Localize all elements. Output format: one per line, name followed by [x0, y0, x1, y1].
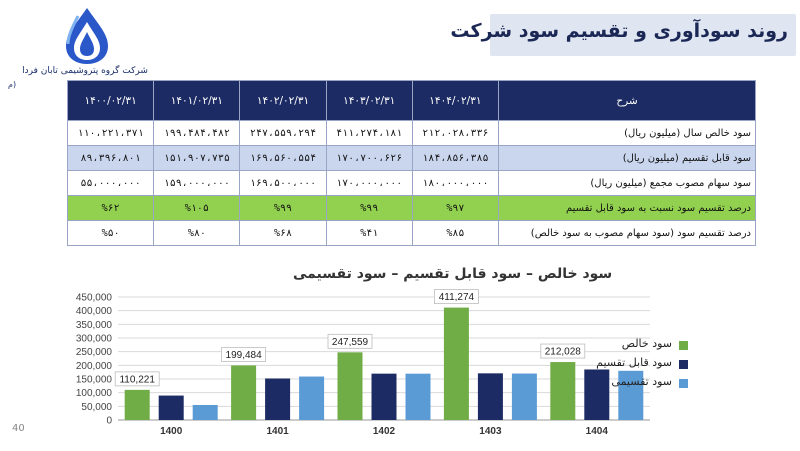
table-cell: ۱۵۹،۰۰۰،۰۰۰ [153, 170, 241, 196]
table-header-date: ۱۴۰۲/۰۲/۳۱ [239, 80, 327, 121]
bar [299, 376, 325, 420]
table-cell: ۱۵۱،۹۰۷،۷۳۵ [153, 145, 241, 171]
bar [337, 352, 363, 420]
table-cell: ۱۸۴،۸۵۶،۳۸۵ [411, 145, 500, 171]
table-cell: %۹۹ [239, 195, 327, 221]
table-header-label: شرح [498, 80, 756, 121]
legend-label: سود خالص [621, 337, 672, 350]
x-tick-label: 1401 [266, 426, 289, 437]
y-tick-label: 300,000 [76, 334, 113, 345]
table-cell: ۱۸۰،۰۰۰،۰۰۰ [411, 170, 500, 196]
x-tick-label: 1404 [586, 426, 609, 437]
table-cell: ۱۱۰،۲۲۱،۳۷۱ [66, 120, 155, 146]
table-header-date: ۱۴۰۴/۰۲/۳۱ [411, 80, 500, 121]
table-cell: ۱۷۰،۷۰۰،۶۲۶ [325, 145, 413, 171]
bar [477, 373, 503, 420]
data-label: 411,274 [439, 292, 475, 303]
bar [371, 373, 397, 420]
x-tick-label: 1400 [160, 426, 183, 437]
x-tick-label: 1402 [373, 426, 396, 437]
table-cell: ۱۶۹،۵۶۰،۵۵۴ [239, 145, 327, 171]
table-cell: %۴۱ [325, 220, 413, 246]
bar [443, 307, 469, 420]
bar [405, 373, 431, 420]
table-cell: %۶۸ [239, 220, 327, 246]
data-label: 247,559 [332, 337, 369, 348]
bar [618, 370, 644, 420]
y-tick-label: 50,000 [81, 402, 112, 413]
table-cell: %۱۰۵ [153, 195, 241, 221]
table-cell: ۸۹،۳۹۶،۸۰۱ [66, 145, 155, 171]
table-header-date: ۱۴۰۳/۰۲/۳۱ [325, 80, 413, 121]
table-header-row: شرح ۱۴۰۴/۰۲/۳۱ ۱۴۰۳/۰۲/۳۱ ۱۴۰۲/۰۲/۳۱ ۱۴۰… [66, 80, 756, 121]
data-label-box [433, 289, 479, 304]
profit-table: شرح ۱۴۰۴/۰۲/۳۱ ۱۴۰۳/۰۲/۳۱ ۱۴۰۲/۰۲/۳۱ ۱۴۰… [66, 80, 756, 246]
table-header-date: ۱۴۰۱/۰۲/۳۱ [153, 80, 241, 121]
table-header-date: ۱۴۰۰/۰۲/۳۱ [66, 80, 155, 121]
y-tick-label: 100,000 [76, 388, 113, 399]
drop-logo-icon [66, 8, 108, 64]
bar [192, 404, 218, 420]
row-label: سود قابل تقسیم (میلیون ریال) [498, 145, 756, 171]
row-label: درصد تقسیم سود (سود سهام مصوب به سود خال… [498, 220, 756, 246]
bar [265, 378, 291, 420]
x-tick-label: 1403 [479, 426, 502, 437]
y-tick-label: 150,000 [76, 375, 113, 386]
company-logo: شرکت گروه پتروشیمی تابان فردا م) [8, 4, 158, 96]
bar [584, 369, 610, 420]
y-tick-label: 200,000 [76, 361, 113, 372]
chart-title: سود خالص – سود قابل تقسیم – سود تقسیمی [293, 266, 613, 282]
table-cell: %۹۷ [411, 195, 500, 221]
table-cell: ۱۶۹،۵۰۰،۰۰۰ [239, 170, 327, 196]
y-tick-label: 250,000 [76, 347, 113, 358]
bar [231, 365, 257, 420]
legend-swatch [679, 379, 688, 388]
profit-bar-chart: 0 50,000 100,000 150,000 200,000 250,000 300,0… [76, 289, 650, 437]
data-label: 110,221 [119, 374, 155, 385]
table-cell: ۲۱۲،۰۲۸،۳۳۶ [411, 120, 500, 146]
table-row: سود قابل تقسیم (میلیون ریال) ۱۸۴،۸۵۶،۳۸۵… [66, 145, 756, 171]
data-label: 199,484 [226, 350, 263, 361]
table-row: سود خالص سال (میلیون ریال) ۲۱۲،۰۲۸،۳۳۶ ۴… [66, 120, 756, 146]
row-label: درصد تقسیم سود نسبت به سود قابل تقسیم [498, 195, 756, 221]
bar [511, 373, 537, 420]
bar [158, 395, 184, 420]
table-cell: ۴۱۱،۲۷۴،۱۸۱ [325, 120, 413, 146]
bar [550, 362, 576, 420]
data-label-box [114, 371, 160, 387]
page-title: روند سودآوری و تقسیم سود شرکت [450, 20, 788, 42]
y-tick-label: 350,000 [76, 320, 113, 331]
y-tick-label: 450,000 [76, 293, 113, 304]
data-label-box [221, 347, 267, 362]
table-cell: %۸۰ [153, 220, 241, 246]
row-label: سود سهام مصوب مجمع (میلیون ریال) [498, 170, 756, 196]
table-row: سود سهام مصوب مجمع (میلیون ریال) ۱۸۰،۰۰۰… [66, 170, 756, 196]
table-cell: ۲۴۷،۵۵۹،۲۹۴ [239, 120, 327, 146]
table-cell: %۶۲ [66, 195, 155, 221]
table-cell: %۹۹ [325, 195, 413, 221]
row-label: سود خالص سال (میلیون ریال) [498, 120, 756, 146]
table-row: درصد تقسیم سود نسبت به سود قابل تقسیم %۹… [66, 195, 756, 221]
table-cell: ۵۵،۰۰۰،۰۰۰ [66, 170, 155, 196]
legend-swatch [679, 341, 688, 350]
data-label-box [540, 343, 586, 359]
data-label-box [327, 333, 373, 349]
legend-label: سود تقسیمی [611, 375, 672, 388]
bar [124, 389, 150, 420]
company-name: شرکت گروه پتروشیمی تابان فردا [22, 66, 148, 76]
data-label: 212,028 [545, 347, 582, 358]
table-cell: ۱۷۰،۰۰۰،۰۰۰ [325, 170, 413, 196]
legend-label: سود قابل تقسیم [596, 356, 672, 369]
legend-swatch [679, 360, 688, 369]
y-tick-label: 400,000 [76, 306, 113, 317]
page-number: 40 [12, 423, 25, 434]
company-name-suffix: م) [8, 80, 17, 89]
table-cell: %۸۵ [411, 220, 500, 246]
table-row: درصد تقسیم سود (سود سهام مصوب به سود خال… [66, 220, 756, 246]
title-bar: روند سودآوری و تقسیم سود شرکت [450, 14, 796, 56]
y-tick-label: 0 [106, 416, 112, 427]
table-cell: %۵۰ [66, 220, 155, 246]
table-cell: ۱۹۹،۴۸۴،۴۸۲ [153, 120, 241, 146]
